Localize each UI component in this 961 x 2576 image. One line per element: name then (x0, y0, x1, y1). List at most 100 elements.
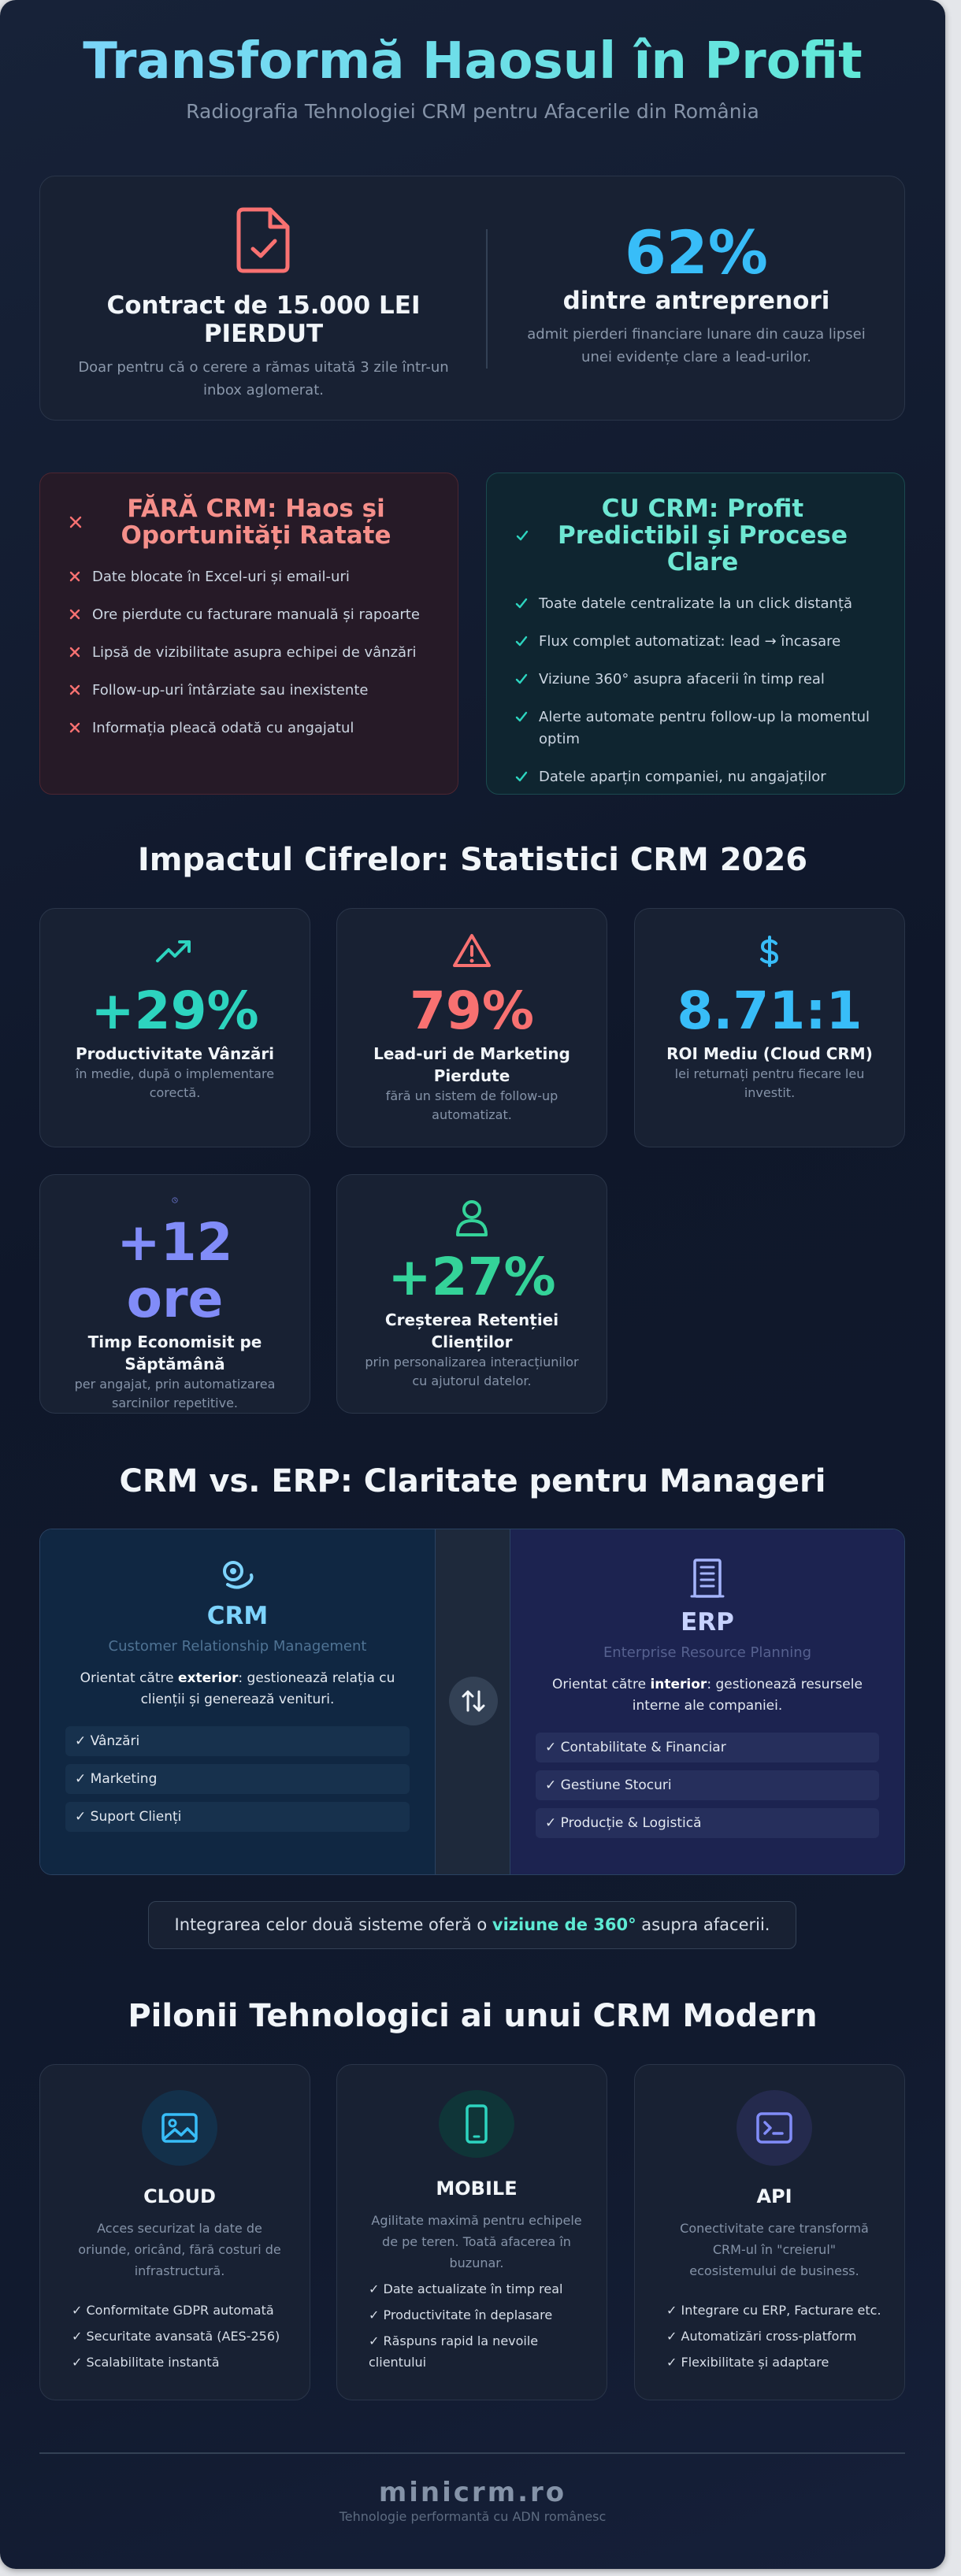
problem-item: Date blocate în Excel-uri și email-uri (69, 566, 429, 588)
pillar-name: CLOUD (143, 2185, 216, 2207)
check-icon (515, 711, 528, 722)
hero-stat: 62% (625, 217, 768, 287)
text: : gestionează relația cu clienții și gen… (140, 1670, 395, 1707)
stat-value: +29% (91, 980, 259, 1041)
title: Transformă Haosul în Profit (0, 30, 945, 93)
pillar-item: ✓ Productivitate în deplasare (369, 2307, 553, 2322)
pillar-list: ✓ Conformitate GDPR automată ✓ Securitate… (72, 2295, 288, 2373)
x-icon (69, 684, 80, 695)
check-icon (516, 530, 529, 541)
stat-label: Creșterea Retenției Clienților (384, 1310, 559, 1351)
hero-right-text: admit pierderi financiare lunare din cau… (527, 326, 866, 365)
hero-right: 62% dintre antreprenori admit pierderi f… (487, 176, 906, 420)
check-icon (515, 673, 528, 684)
pillar-icon (439, 2090, 514, 2158)
problem-item: Follow-up-uri întârziate sau inexistente (69, 680, 429, 702)
pillar-text: Conectivitate care transformă CRM-ul în … (680, 2221, 869, 2278)
item-text: Toate datele centralizate la un click di… (539, 595, 853, 612)
stats-heading: Impactul Cifrelor: Statistici CRM 2026 (137, 842, 808, 878)
hero-panel: Contract de 15.000 LEI PIERDUT Doar pent… (39, 176, 905, 421)
benefit-item: Flux complet automatizat: lead → încasar… (515, 631, 876, 653)
emphasis: viziune de 360° (492, 1915, 636, 1934)
divider (486, 229, 488, 369)
emphasis: exterior (177, 1670, 239, 1686)
stat-card: +27% Creșterea Retenției Clienților prin p… (336, 1174, 607, 1414)
without-crm-panel: FĂRĂ CRM: Haos și Oportunități Ratate Da… (39, 473, 458, 795)
pillar-item: ✓ Răspuns rapid la nevoile clientului (369, 2333, 539, 2370)
problem-item: Ore pierdute cu facturare manuală și rap… (69, 604, 429, 626)
feature-item: ✓ Gestiune Stocuri (536, 1770, 879, 1800)
pillar-item: ✓ Conformitate GDPR automată (72, 2303, 274, 2318)
x-icon (69, 516, 82, 528)
item-text: Lipsă de vizibilitate asupra echipei de … (92, 644, 417, 661)
subtitle: Radiografia Tehnologiei CRM pentru Aface… (186, 100, 759, 123)
crm-list: ✓ Vânzări ✓ Marketing ✓ Suport Clienți (65, 1726, 410, 1840)
pillar-text: Acces securizat la date de oriunde, oric… (78, 2221, 281, 2278)
crm-name: CRM (206, 1602, 269, 1630)
stat-card: +29% Productivitate Vânzări în medie, după… (39, 908, 310, 1147)
with-crm-title: CU CRM: Profit Predictibil și Procese Cl… (558, 495, 848, 576)
pillar-card: CLOUD Acces securizat la date de oriunde,… (39, 2064, 310, 2400)
text: Orientat către (552, 1677, 651, 1692)
stat-label: Productivitate Vânzări (75, 1044, 275, 1063)
comparison-divider (435, 1529, 510, 1874)
integration-note: Integrarea celor două sisteme oferă o vi… (148, 1901, 796, 1949)
x-icon (69, 609, 80, 620)
pillar-name: MOBILE (436, 2178, 518, 2200)
benefit-item: Viziune 360° asupra afacerii în timp rea… (515, 669, 876, 691)
x-icon (69, 571, 80, 582)
brand: minicrm.ro (378, 2477, 567, 2508)
feature-item: ✓ Vânzări (65, 1726, 410, 1756)
without-crm-list: Date blocate în Excel-uri și email-uri Or… (69, 566, 429, 739)
item-text: Datele aparțin companiei, nu angajaților (539, 769, 826, 785)
pillar-card: MOBILE Agilitate maximă pentru echipele d… (336, 2064, 607, 2400)
erp-list: ✓ Contabilitate & Financiar ✓ Gestiune St… (536, 1733, 879, 1846)
stat-note: în medie, după o implementare corectă. (75, 1066, 275, 1100)
pillar-item: ✓ Automatizări cross-platform (666, 2329, 857, 2344)
hero-left-title: Contract de 15.000 LEI PIERDUT (106, 291, 421, 348)
x-icon (69, 647, 80, 658)
stat-note: prin personalizarea interacțiunilor cu a… (365, 1355, 579, 1388)
pillar-card: API Conectivitate care transformă CRM-ul … (634, 2064, 905, 2400)
pillar-list: ✓ Date actualizate în timp real ✓ Product… (369, 2274, 584, 2373)
feature-item: ✓ Contabilitate & Financiar (536, 1733, 879, 1762)
feature-item: ✓ Suport Clienți (65, 1802, 410, 1832)
erp-icon (690, 1559, 725, 1598)
check-icon (515, 598, 528, 609)
problem-item: Lipsă de vizibilitate asupra echipei de … (69, 642, 429, 664)
check-icon (515, 771, 528, 782)
item-text: Ore pierdute cu facturare manuală și rap… (92, 606, 420, 623)
stat-note: fără un sistem de follow-up automatizat. (385, 1088, 558, 1122)
emphasis: interior (650, 1677, 707, 1692)
benefit-item: Datele aparțin companiei, nu angajaților (515, 766, 876, 788)
item-text: Informația pleacă odată cu angajatul (92, 720, 354, 736)
feature-item: ✓ Producție & Logistică (536, 1808, 879, 1838)
icon (466, 2104, 488, 2144)
pillar-item: ✓ Date actualizate în timp real (369, 2281, 563, 2296)
hero-left-text: Doar pentru că o cerere a rămas uitată 3… (78, 359, 449, 398)
stat-icon (453, 934, 491, 967)
benefit-item: Toate datele centralizate la un click di… (515, 593, 876, 615)
text: Integrarea celor două sisteme oferă o (174, 1915, 492, 1934)
pillar-icon (142, 2090, 217, 2166)
crm-description: Orientat către exterior: gestionează rel… (65, 1668, 410, 1711)
crm-erp-comparison: CRM Customer Relationship Management Ori… (39, 1529, 905, 1875)
text: Orientat către (80, 1670, 178, 1686)
icon (756, 2112, 792, 2144)
tagline: Tehnologie performantă cu ADN românesc (339, 2509, 607, 2524)
erp-description: Orientat către interior: gestionează res… (536, 1674, 879, 1717)
problem-item: Informația pleacă odată cu angajatul (69, 717, 429, 739)
hero-left: Contract de 15.000 LEI PIERDUT Doar pent… (40, 176, 487, 420)
x-icon (69, 722, 80, 733)
text: asupra afacerii. (636, 1915, 770, 1934)
stat-note: lei returnați pentru fiecare leu investi… (674, 1066, 865, 1100)
stat-card: 8.71:1 ROI Mediu (Cloud CRM) lei returnați… (634, 908, 905, 1147)
item-text: Alerte automate pentru follow-up la mome… (539, 709, 870, 747)
document-icon (236, 207, 289, 273)
stat-value: 79% (410, 980, 534, 1041)
crm-icon (222, 1561, 253, 1589)
stat-icon (172, 1197, 178, 1203)
item-text: Viziune 360° asupra afacerii în timp rea… (539, 671, 825, 688)
pillar-item: ✓ Flexibilitate și adaptare (666, 2355, 829, 2370)
